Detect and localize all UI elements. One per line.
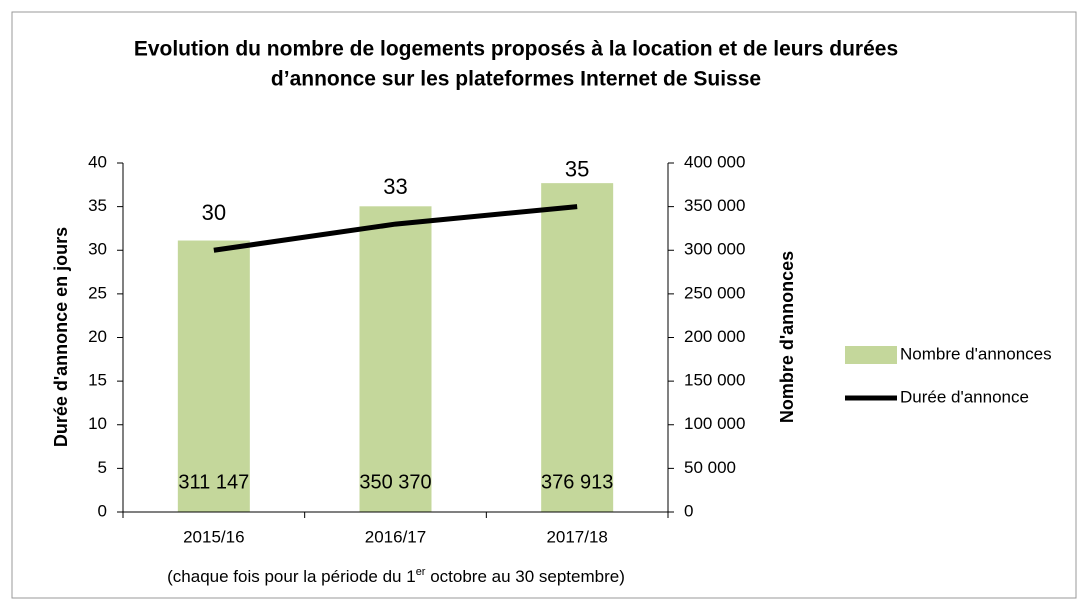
chart-title: Evolution du nombre de logements proposé…	[134, 38, 898, 61]
bar	[177, 240, 250, 513]
y2-tick-label: 350 000	[684, 196, 745, 215]
y2-tick-label: 400 000	[684, 152, 745, 171]
y2-tick-label: 0	[684, 501, 693, 520]
y2-axis-title: Nombre d'annonces	[777, 251, 797, 423]
y-tick-label: 0	[98, 501, 107, 520]
bar-value-label: 311 147	[178, 471, 249, 493]
y2-tick-label: 100 000	[684, 414, 745, 433]
x-tick-label: 2015/16	[183, 527, 244, 546]
bar-value-label: 350 370	[359, 471, 431, 493]
line-value-label: 33	[383, 174, 407, 199]
y2-tick-label: 250 000	[684, 283, 745, 302]
y-tick-label: 20	[88, 327, 107, 346]
y2-tick-label: 300 000	[684, 240, 745, 259]
legend-label: Durée d'annonce	[900, 387, 1029, 406]
line-value-label: 30	[202, 200, 226, 225]
bar	[359, 206, 432, 512]
line-value-label: 35	[565, 156, 589, 181]
line	[213, 204, 578, 253]
legend-swatch	[845, 346, 897, 364]
x-axis-title-part: octobre au 30 septembre)	[425, 567, 624, 586]
y-tick-label: 40	[88, 152, 107, 171]
y-tick-label: 35	[88, 196, 107, 215]
x-axis-title: (chaque fois pour la période du 1er octo…	[167, 566, 625, 587]
x-axis-title-part: (chaque fois pour la période du 1	[167, 567, 416, 586]
y-tick-label: 5	[98, 458, 107, 477]
y-tick-label: 10	[88, 414, 107, 433]
y2-tick-label: 50 000	[684, 458, 736, 477]
y-axis-title: Durée d'annonce en jours	[51, 227, 71, 447]
y2-tick-label: 150 000	[684, 371, 745, 390]
chart-title: d’annonce sur les plateformes Internet d…	[271, 68, 761, 91]
x-tick-label: 2016/17	[365, 527, 426, 546]
legend-label: Nombre d'annonces	[900, 344, 1052, 363]
x-tick-label: 2017/18	[546, 527, 607, 546]
bar-value-label: 376 913	[541, 471, 613, 493]
y-tick-label: 30	[88, 240, 107, 259]
bar	[541, 183, 614, 512]
y2-tick-label: 200 000	[684, 327, 745, 346]
x-axis-title-sup: er	[416, 566, 426, 578]
y-tick-label: 15	[88, 371, 107, 390]
y-tick-label: 25	[88, 283, 107, 302]
